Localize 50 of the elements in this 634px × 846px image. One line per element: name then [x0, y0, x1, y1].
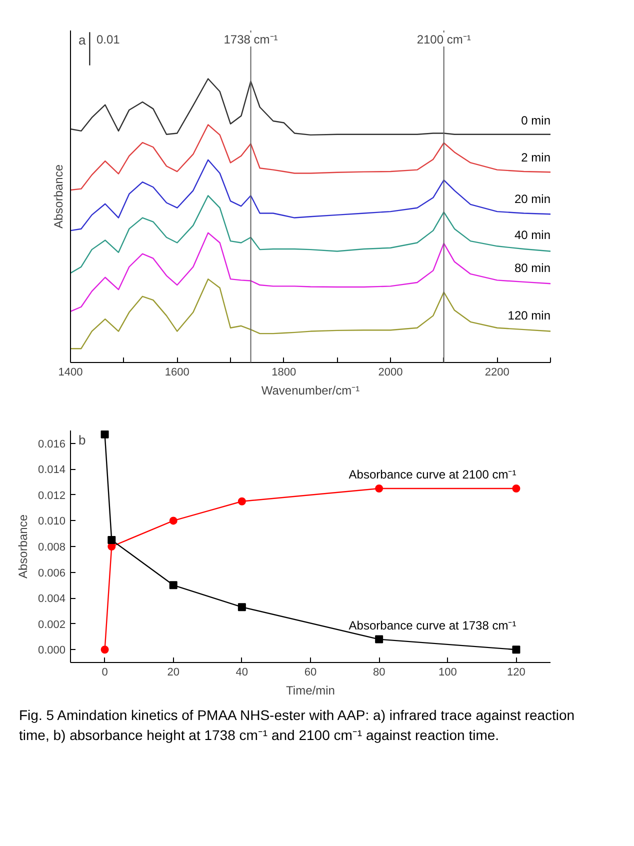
x-tick-label: 100 [438, 666, 457, 678]
y-axis-title: Absorbance [52, 164, 66, 229]
x-tick-label: 120 [507, 666, 526, 678]
x-tick-label: 20 [167, 666, 180, 678]
y-tick-label: 0.010 [38, 516, 66, 528]
caption: Fig. 5 Amindation kinetics of PMAA NHS-ester with AAP: a) infrared trace against reaction time, b) absorbance height at 1738 cm⁻¹ and 2100 cm⁻¹ against reaction time. [19, 706, 576, 745]
y-tick-label: 0.012 [38, 490, 66, 502]
x-axis-title: Wavenumber/cm⁻¹ [261, 384, 360, 398]
point [512, 484, 520, 492]
series-label: 0 min [521, 113, 550, 128]
y-tick-label: 0.004 [38, 593, 66, 606]
point [169, 516, 178, 525]
text: a [78, 32, 86, 48]
point [169, 581, 178, 590]
point [108, 536, 116, 544]
x-tick-label: 0 [102, 666, 108, 678]
series-label: 40 min [514, 228, 551, 242]
series-label: 20 min [514, 192, 551, 206]
point [375, 635, 384, 644]
x-tick-label: 1600 [164, 366, 190, 378]
point [238, 497, 246, 506]
ref-line-label: 1738 cm⁻¹ [224, 32, 278, 46]
x-axis-title: Time/min [286, 684, 335, 698]
y-tick-label: 0.008 [38, 542, 66, 554]
annotation: b [78, 432, 86, 448]
y-tick-label: 0.000 [38, 644, 66, 657]
point [375, 484, 384, 492]
x-tick-label: 1800 [272, 366, 296, 378]
text: 0.01 [96, 32, 120, 46]
point [100, 646, 109, 654]
series-label: 80 min [514, 260, 551, 275]
series-label: Absorbance curve at 1738 cm⁻¹ [348, 618, 516, 632]
x-tick-label: 2200 [484, 366, 510, 378]
x-tick-label: 80 [372, 666, 386, 678]
y-tick-label: 0.006 [38, 567, 66, 580]
point [512, 646, 520, 654]
series-label: 2 min [521, 150, 550, 165]
series-label: Absorbance curve at 2100 cm⁻¹ [348, 468, 516, 482]
x-tick-label: 2000 [378, 366, 403, 378]
y-tick-label: 0.002 [38, 618, 66, 631]
y-axis-title: Absorbance [16, 514, 30, 579]
x-tick-label: 60 [304, 666, 317, 678]
y-tick-label: 0.014 [38, 464, 66, 476]
y-tick-label: 0.016 [38, 438, 66, 450]
x-tick-label: 40 [236, 666, 248, 678]
point [100, 430, 109, 438]
x-tick-label: 1400 [58, 366, 83, 378]
point [238, 603, 246, 612]
series-label: 120 min [508, 308, 551, 323]
ref-line-label: 2100 cm⁻¹ [416, 32, 471, 46]
